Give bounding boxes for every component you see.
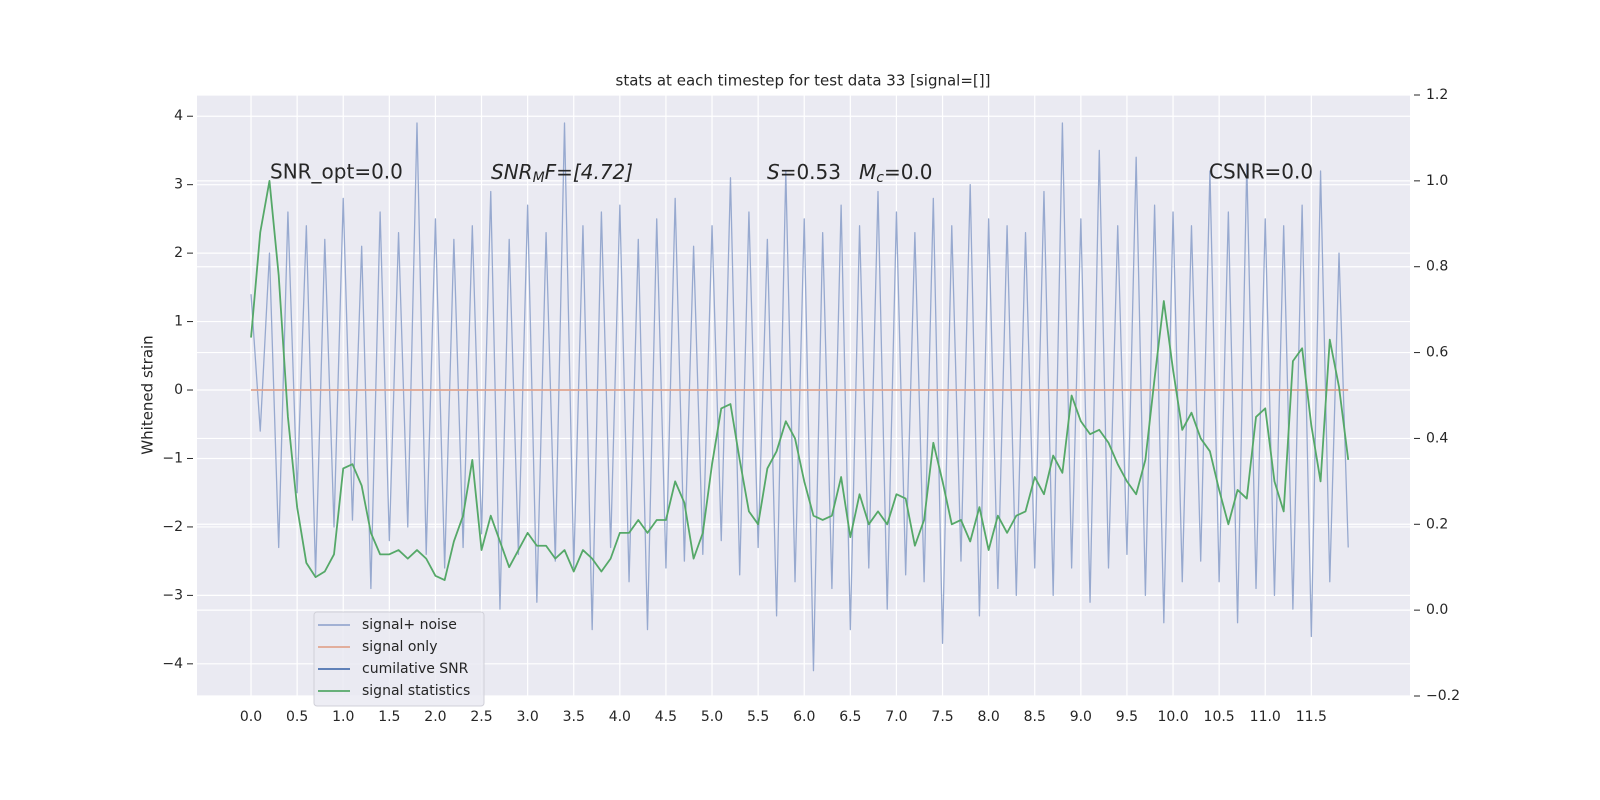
- x-tick-label: 11.5: [1296, 709, 1327, 725]
- y2-tick-label: 0.8: [1426, 259, 1448, 275]
- legend-label: signal only: [362, 639, 437, 655]
- annotation-part: =0.53: [780, 160, 841, 184]
- legend-label: cumilative SNR: [362, 661, 469, 677]
- x-tick-label: 0.5: [286, 709, 308, 725]
- x-tick-label: 1.5: [378, 709, 400, 725]
- y-tick-label: 1: [174, 314, 183, 330]
- x-tick-label: 0.0: [240, 709, 262, 725]
- annotation: SNRMF=[4.72]: [491, 160, 633, 187]
- chart-title: stats at each timestep for test data 33 …: [616, 72, 991, 90]
- grid: [197, 94, 1410, 697]
- legend-box: [313, 611, 485, 707]
- y2-tick-label: 0.6: [1426, 345, 1448, 361]
- y-tick-label: −2: [162, 519, 183, 535]
- x-tick-label: 10.0: [1157, 709, 1188, 725]
- x-tick-label: 3.0: [517, 709, 539, 725]
- y-tick-label: 2: [174, 245, 183, 261]
- annotation-part: c: [876, 170, 884, 186]
- series-line: [250, 122, 1349, 672]
- x-tick-label: 7.0: [885, 709, 907, 725]
- y2-tick-label: 1.0: [1426, 173, 1448, 189]
- x-tick-label: 5.0: [701, 709, 723, 725]
- x-tick-label: 8.0: [978, 709, 1000, 725]
- annotation-part: S: [767, 160, 780, 184]
- x-tick-label: 7.5: [931, 709, 953, 725]
- y-tick-label: 0: [174, 382, 183, 398]
- legend-label: signal statistics: [362, 683, 470, 699]
- x-tick-label: 4.5: [655, 709, 677, 725]
- y-tick-label: 4: [174, 108, 183, 124]
- x-tick-label: 3.5: [563, 709, 585, 725]
- x-tick-label: 4.0: [609, 709, 631, 725]
- x-tick-label: 8.5: [1024, 709, 1046, 725]
- y2-tick-label: 0.2: [1426, 516, 1448, 532]
- x-tick-label: 10.5: [1204, 709, 1235, 725]
- annotation-part: SNR: [491, 160, 533, 184]
- x-tick-label: 9.5: [1116, 709, 1138, 725]
- marks: [250, 122, 1350, 672]
- annotation: SNR_opt=0.0: [270, 160, 403, 184]
- y-tick-label: −1: [162, 450, 183, 466]
- y2-tick-label: 0.0: [1426, 602, 1448, 618]
- y-tick-label: −4: [162, 656, 183, 672]
- y-tick-label: −3: [162, 587, 183, 603]
- y2-tick-label: 1.2: [1426, 87, 1448, 103]
- x-tick-label: 5.5: [747, 709, 769, 725]
- x-tick-label: 2.0: [424, 709, 446, 725]
- x-tick-label: 6.0: [793, 709, 815, 725]
- legend-label: signal+ noise: [362, 617, 457, 633]
- x-tick-label: 1.0: [332, 709, 354, 725]
- x-tick-label: 2.5: [470, 709, 492, 725]
- x-tick-label: 11.0: [1250, 709, 1281, 725]
- y-axis-label: Whitened strain: [139, 335, 157, 454]
- annotation: S=0.53 Mc=0.0: [767, 160, 933, 187]
- y2-tick-label: 0.4: [1426, 430, 1448, 446]
- annotation-part: M: [533, 170, 545, 186]
- annotation: CSNR=0.0: [1209, 160, 1313, 184]
- annotation-part: F=[4.72]: [545, 160, 633, 184]
- x-tick-label: 9.0: [1070, 709, 1092, 725]
- y-tick-label: 3: [174, 177, 183, 193]
- legend: signal+ noise signal only cumilative SNR si…: [313, 611, 485, 707]
- x-tick-label: 6.5: [839, 709, 861, 725]
- y2-tick-label: −0.2: [1426, 688, 1460, 704]
- annotation-part: M: [859, 160, 876, 184]
- annotation-part: =0.0: [884, 160, 933, 184]
- series-line: [250, 179, 1350, 581]
